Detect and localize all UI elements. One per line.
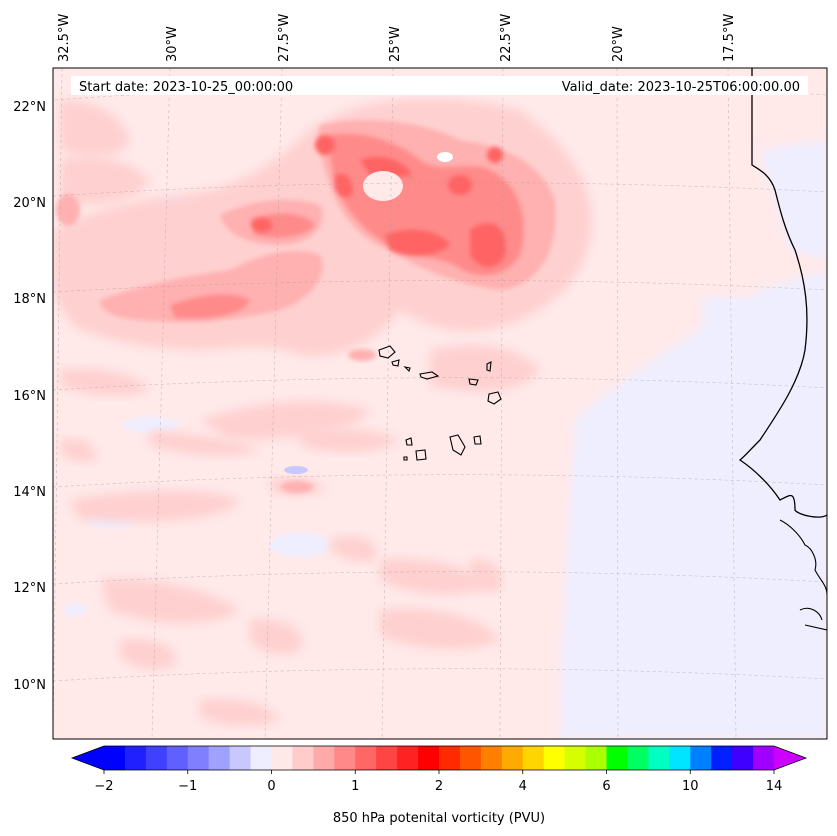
colorbar-under-arrow <box>72 746 104 770</box>
colorbar-segment <box>271 746 293 770</box>
colorbar-tick-label: 6 <box>602 779 610 794</box>
map-frame <box>52 67 828 740</box>
colorbar-tick-label: 14 <box>766 779 783 794</box>
colorbar-segment <box>711 746 733 770</box>
colorbar-segment <box>753 746 775 770</box>
colorbar-segment <box>606 746 628 770</box>
latitude-labels: 22°N 20°N 18°N 16°N 14°N 12°N 10°N <box>13 100 46 693</box>
colorbar-segment <box>522 746 545 770</box>
guinea-coastline <box>779 519 827 631</box>
colorbar-segment <box>648 746 670 770</box>
colorbar-segment <box>732 746 754 770</box>
colorbar-segment <box>627 746 649 770</box>
pv-minimum-spot <box>437 152 453 162</box>
colorbar-segment <box>166 746 189 770</box>
colorbar-tick-label: 1 <box>351 779 359 794</box>
lon-label: 27.5°W <box>277 14 292 62</box>
colorbar-segment <box>439 746 461 770</box>
red-regions <box>252 135 506 268</box>
negative-pv-spot <box>284 466 308 474</box>
african-coastline <box>738 68 827 518</box>
colorbar-segment <box>208 746 231 770</box>
colorbar-tick-label: 10 <box>682 779 699 794</box>
colorbar-tick-label: 4 <box>519 779 527 794</box>
lat-label: 20°N <box>13 196 46 211</box>
colorbar-segment <box>459 746 482 770</box>
colorbar-segment <box>292 746 314 770</box>
colorbar-segment <box>418 746 440 770</box>
vortex-center <box>363 171 403 201</box>
colorbar-tick-label: −2 <box>94 779 113 794</box>
colorbar-segment <box>250 746 272 770</box>
colorbar-segment <box>480 746 503 770</box>
colorbar-segment <box>104 746 126 770</box>
valid-date-label: Valid_date: 2023-10-25T06:00:00.00 <box>562 80 800 95</box>
colorbar-segment <box>501 746 524 770</box>
lon-label: 17.5°W <box>722 14 737 62</box>
lon-label: 25°W <box>388 26 403 62</box>
colorbar-segment <box>229 746 252 770</box>
colorbar-segment <box>334 746 356 770</box>
lon-label: 22.5°W <box>499 14 514 62</box>
colorbar-segment <box>313 746 335 770</box>
lon-label: 20°W <box>611 26 626 62</box>
colorbar-segment <box>564 746 587 770</box>
lat-label: 16°N <box>13 389 46 404</box>
colorbar: −2 −1 0 1 2 4 6 10 14 850 hPa potenital vorticit… <box>70 745 808 826</box>
colorbar-segment <box>124 746 147 770</box>
lat-label: 12°N <box>13 581 46 596</box>
colorbar-segment <box>543 746 566 770</box>
colorbar-label: 850 hPa potenital vorticity (PVU) <box>333 811 545 826</box>
colorbar-tick-label: 0 <box>267 779 275 794</box>
colorbar-tick-label: −1 <box>178 779 197 794</box>
colorbar-segment <box>690 746 712 770</box>
lat-label: 14°N <box>13 485 46 500</box>
colorbar-segment <box>145 746 168 770</box>
colorbar-segment <box>669 746 691 770</box>
lon-label: 30°W <box>165 26 180 62</box>
start-date-label: Start date: 2023-10-25_00:00:00 <box>79 80 293 95</box>
pv-field <box>53 68 827 739</box>
lat-label: 22°N <box>13 100 46 115</box>
colorbar-segment <box>585 746 607 770</box>
lat-label: 10°N <box>13 678 46 693</box>
colorbar-over-arrow <box>774 746 806 770</box>
colorbar-segment <box>355 746 377 770</box>
colorbar-segments <box>104 746 775 770</box>
date-header-box <box>71 76 808 95</box>
lat-label: 18°N <box>13 292 46 307</box>
colorbar-tick-label: 2 <box>435 779 443 794</box>
lon-label: 32.5°W <box>57 14 72 62</box>
colorbar-segment <box>397 746 419 770</box>
negative-pv-regions <box>63 140 827 739</box>
cape-verde-islands <box>378 345 502 461</box>
colorbar-segment <box>376 746 398 770</box>
longitude-labels: 32.5°W 30°W 27.5°W 25°W 22.5°W 20°W 17.5… <box>57 14 737 62</box>
colorbar-ticks: −2 −1 0 1 2 4 6 10 14 <box>94 770 782 794</box>
colorbar-segment <box>187 746 210 770</box>
